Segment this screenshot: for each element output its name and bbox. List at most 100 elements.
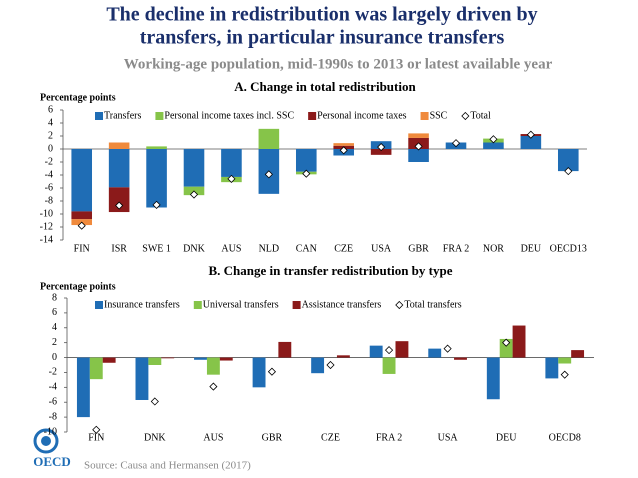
x-tick-label: GBR: [262, 432, 283, 443]
y-tick-label: 6: [48, 104, 53, 115]
bar: [161, 357, 175, 359]
legend-swatch: [420, 112, 429, 120]
legend-label: Universal transfers: [203, 299, 279, 310]
y-axis-label: Percentage points: [40, 281, 116, 292]
y-tick-label: -12: [40, 221, 53, 232]
y-tick-label: -4: [49, 382, 57, 393]
bar: [395, 341, 409, 358]
bar: [102, 357, 116, 363]
x-tick-label: SWE 1: [142, 243, 171, 254]
x-tick-label: OECD8: [549, 432, 581, 443]
total-marker: [502, 338, 511, 347]
total-marker: [264, 170, 273, 179]
bar-segment: [108, 187, 130, 213]
total-marker: [189, 190, 199, 199]
logo-mark: [33, 428, 59, 454]
x-tick-label: DNK: [183, 243, 205, 254]
x-tick-label: CZE: [321, 432, 340, 443]
y-axis-label: Percentage points: [40, 92, 116, 103]
x-tick-label: AUS: [203, 432, 223, 443]
legend-label: Total transfers: [404, 299, 461, 310]
x-tick-label: AUS: [221, 243, 241, 254]
logo-text: OECD: [33, 454, 71, 469]
y-tick-label: -6: [45, 182, 53, 193]
title-line: transfers, in particular insurance trans…: [140, 27, 505, 49]
total-marker: [339, 146, 348, 155]
bar-segment: [183, 149, 205, 187]
x-tick-label: GBR: [408, 243, 429, 254]
y-tick-label: 4: [48, 117, 53, 128]
y-tick-label: -6: [49, 397, 57, 408]
legend-swatch: [395, 300, 404, 310]
chart-title: A. Change in total redistribution: [234, 79, 416, 94]
legend-label: SSC: [430, 110, 448, 121]
bar: [428, 348, 442, 358]
x-tick-label: FRA 2: [443, 243, 469, 254]
bar: [135, 357, 149, 400]
total-marker: [414, 142, 423, 151]
legend-label: Insurance transfers: [104, 299, 180, 310]
x-tick-label: ISR: [111, 243, 127, 254]
bar-segment: [557, 149, 579, 172]
y-tick-label: -4: [45, 169, 53, 180]
legend-label: Personal income taxes incl. SSC: [164, 110, 294, 121]
legend-label: Personal income taxes: [317, 110, 407, 121]
bar: [148, 357, 162, 365]
bar: [369, 345, 383, 358]
bar: [311, 357, 325, 374]
legend-swatch: [193, 301, 202, 309]
x-tick-label: DNK: [144, 432, 166, 443]
bar: [499, 338, 513, 358]
bar-segment: [258, 128, 280, 149]
legend-swatch: [155, 112, 164, 120]
x-tick-label: DEU: [496, 432, 517, 443]
x-tick-label: DEU: [521, 243, 542, 254]
total-marker: [443, 344, 452, 353]
bar: [486, 357, 500, 400]
y-tick-label: 4: [52, 322, 57, 333]
legend-label: Total: [470, 110, 491, 121]
x-tick-label: CAN: [296, 243, 317, 254]
legend-swatch: [95, 301, 103, 309]
legend-swatch: [308, 112, 317, 120]
total-marker: [326, 360, 335, 370]
total-marker: [560, 370, 569, 379]
y-tick-label: -10: [44, 426, 57, 437]
total-marker: [152, 200, 161, 209]
bar-segment: [71, 211, 93, 220]
y-tick-label: -2: [49, 367, 57, 378]
y-tick-label: 0: [48, 143, 53, 154]
total-marker: [267, 367, 277, 376]
chart-title: B. Change in transfer redistribution by …: [208, 263, 452, 278]
bar-segment: [221, 149, 242, 177]
bar-segment: [146, 146, 167, 149]
total-marker: [384, 346, 394, 355]
bar-segment: [520, 136, 542, 149]
legend-swatch: [461, 111, 470, 121]
bar-segment: [108, 142, 130, 149]
y-tick-label: 2: [52, 337, 57, 348]
total-marker: [92, 425, 101, 434]
total-marker: [77, 221, 86, 230]
bar: [571, 350, 585, 358]
x-tick-label: FIN: [74, 243, 90, 254]
source: Source: Causa and Hermansen (2017): [84, 460, 251, 472]
bar: [545, 357, 559, 379]
y-tick-label: 6: [52, 307, 57, 318]
legend-swatch: [95, 112, 103, 120]
bar: [206, 357, 220, 375]
bar: [512, 325, 526, 358]
total-marker: [209, 382, 218, 391]
legend-label: Transfers: [104, 110, 142, 121]
total-marker: [526, 130, 535, 139]
y-tick-label: 0: [52, 352, 57, 363]
bar-segment: [71, 149, 93, 212]
bar: [252, 357, 266, 388]
total-marker: [302, 169, 311, 178]
bar-segment: [146, 149, 167, 208]
bar: [382, 357, 396, 374]
total-marker: [451, 139, 461, 148]
subtitle: Working-age population, mid-1990s to 201…: [124, 56, 553, 72]
logo-mark: [41, 436, 51, 446]
